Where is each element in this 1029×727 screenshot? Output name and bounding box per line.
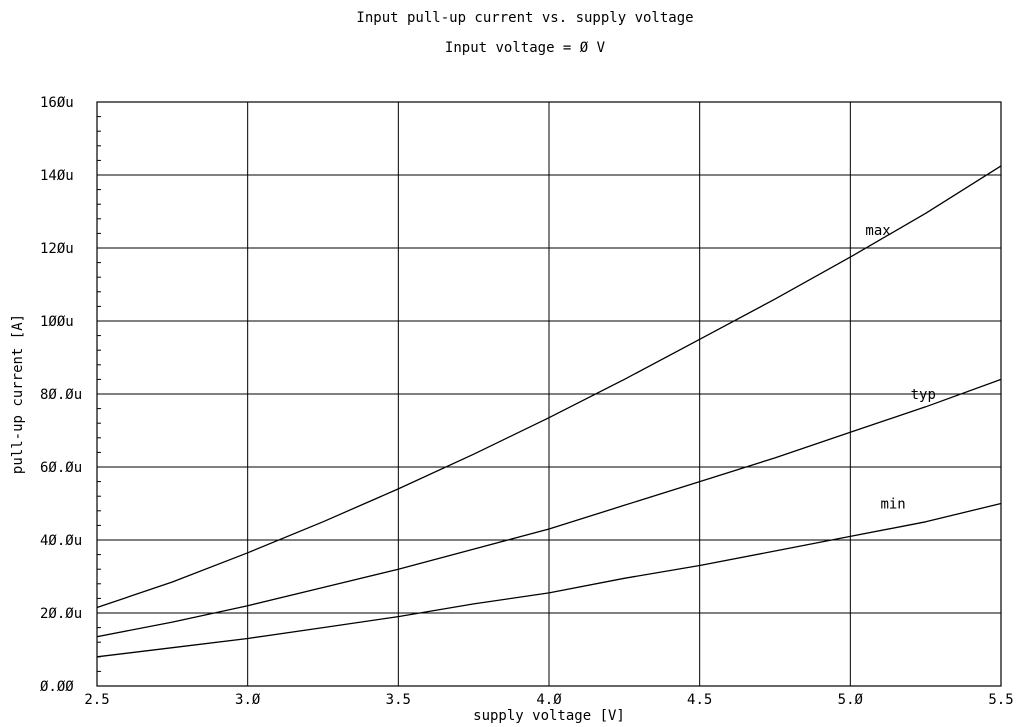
chart-title: Input pull-up current vs. supply voltage xyxy=(356,10,693,26)
y-tick-label: 16Øu xyxy=(40,95,74,111)
series-line-typ xyxy=(96,378,1002,638)
x-tick-label: 3.5 xyxy=(386,692,411,708)
plot-frame xyxy=(96,101,1002,687)
series-label-min: min xyxy=(880,497,905,513)
y-tick-label: 12Øu xyxy=(40,241,74,257)
y-tick-label: 8Ø.Øu xyxy=(40,387,82,403)
x-tick-label: 3.Ø xyxy=(235,692,261,708)
data-series: max typ min xyxy=(96,165,1002,658)
grid-lines xyxy=(96,101,1002,687)
y-tick-label: 14Øu xyxy=(40,168,74,184)
x-tick-label: 4.5 xyxy=(687,692,712,708)
tick-labels: 2.5 3.Ø 3.5 4.Ø 4.5 5.Ø 5.5 Ø.ØØ 2Ø.Øu 4Ø.Øu 6Ø.Øu… xyxy=(40,95,1014,708)
series-label-typ: typ xyxy=(911,387,936,403)
series-line-max xyxy=(96,165,1002,609)
chart-subtitle: Input voltage = Ø V xyxy=(445,40,606,56)
y-tick-label: 6Ø.Øu xyxy=(40,460,82,476)
y-axis-label: pull-up current [A] xyxy=(10,314,26,474)
x-axis-label: supply voltage [V] xyxy=(473,708,625,724)
x-tick-label: 4.Ø xyxy=(536,692,562,708)
series-line-min xyxy=(96,502,1002,658)
x-tick-label: 5.Ø xyxy=(838,692,864,708)
y-tick-label: Ø.ØØ xyxy=(40,679,74,695)
y-tick-label: 4Ø.Øu xyxy=(40,533,82,549)
series-label-max: max xyxy=(865,223,890,239)
x-tick-label: 5.5 xyxy=(988,692,1013,708)
x-tick-label: 2.5 xyxy=(84,692,109,708)
y-tick-label: 2Ø.Øu xyxy=(40,606,82,622)
y-tick-label: 1ØØu xyxy=(40,314,74,330)
